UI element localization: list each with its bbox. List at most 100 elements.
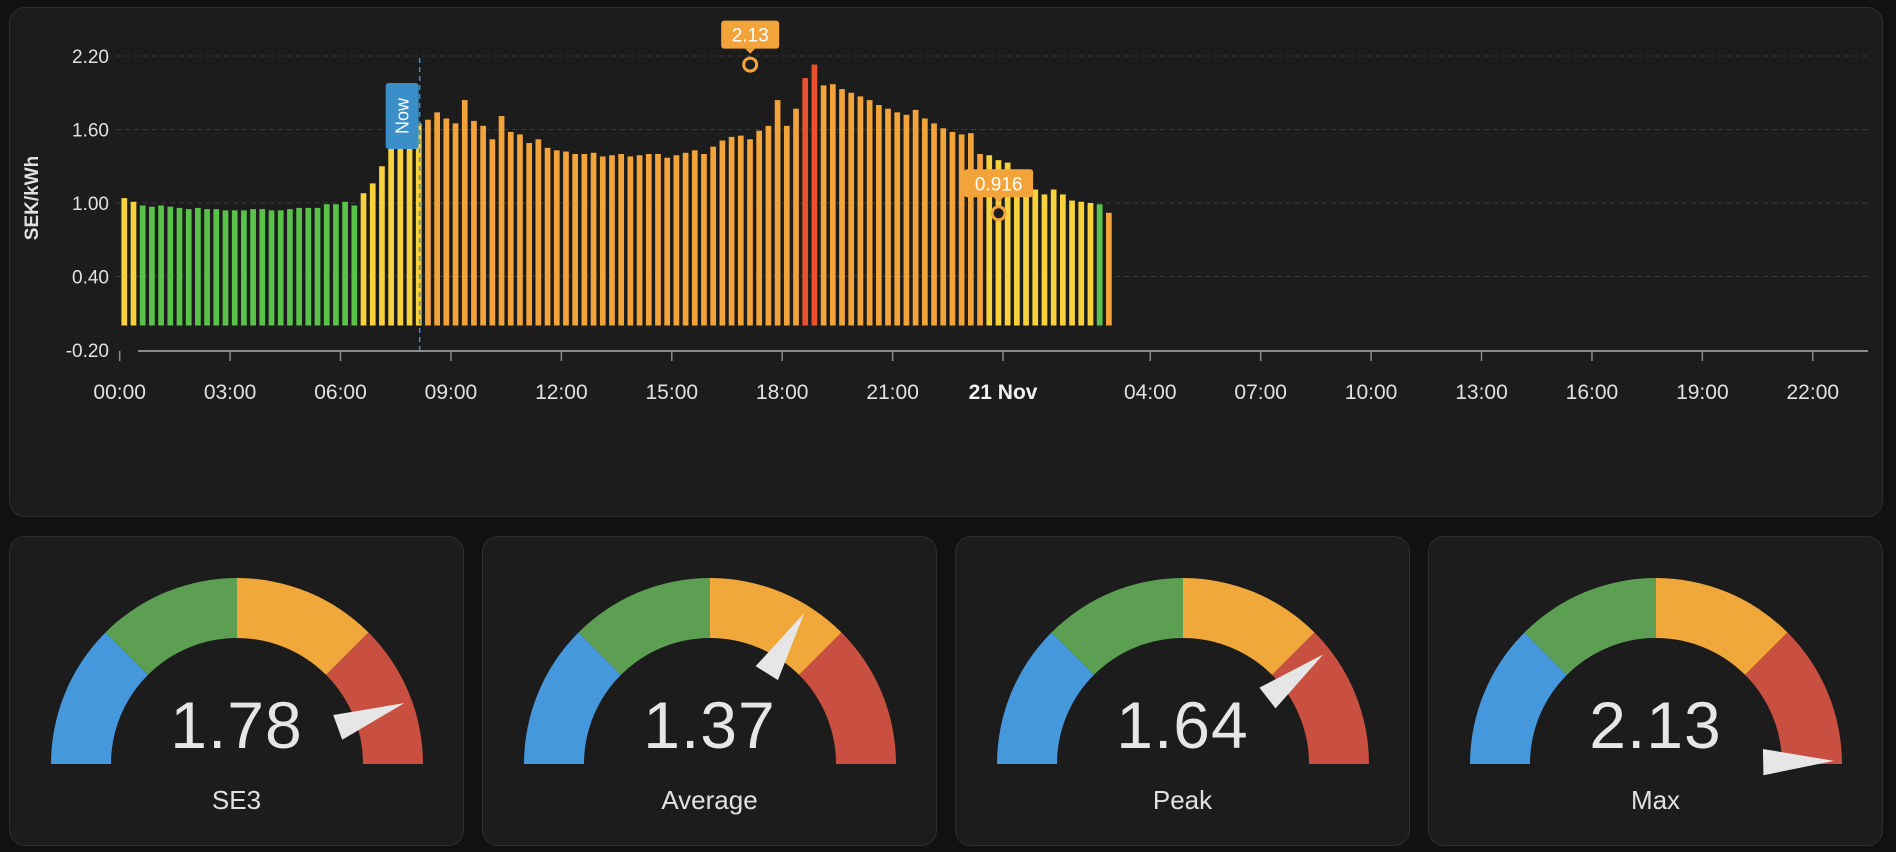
y-tick-label: -0.20 [66, 341, 109, 362]
bar [158, 205, 164, 326]
now-badge [385, 83, 419, 149]
bar [360, 193, 367, 326]
bar [471, 120, 477, 326]
bar [517, 134, 523, 326]
gauge-segment-orange [1656, 578, 1788, 675]
x-tick-label: 19:00 [1676, 381, 1729, 404]
bar [1004, 162, 1011, 326]
bar [645, 154, 652, 326]
gauge-segment-blue [51, 632, 148, 764]
gauge-segment-red [1745, 632, 1842, 764]
x-tick-label: 22:00 [1787, 381, 1840, 404]
bar [498, 116, 505, 326]
bar [461, 100, 468, 326]
bar [176, 207, 183, 326]
bar [204, 209, 210, 326]
gauge-dial [1470, 578, 1842, 776]
bar [452, 123, 459, 326]
bar [894, 112, 901, 326]
annotation-badge [721, 20, 780, 49]
bar [314, 207, 321, 326]
bar [783, 125, 790, 326]
y-axis-ticks: 2.20 1.60 1.00 0.40 -0.20 [66, 47, 109, 362]
bar [756, 130, 763, 326]
bar [737, 135, 744, 326]
bar [774, 100, 781, 326]
bar [921, 118, 928, 326]
gauge-value: 1.78 [170, 688, 303, 762]
bar [167, 206, 174, 326]
bar [691, 150, 698, 326]
gauge-card-average[interactable]: 1.37 Average [482, 536, 937, 846]
annotation-pointer [745, 48, 756, 54]
bar [1050, 189, 1057, 326]
bar [507, 131, 514, 326]
x-tick-label: 12:00 [535, 381, 588, 404]
bar [581, 154, 588, 326]
bar [829, 84, 836, 326]
bar [931, 123, 937, 326]
gauge-segment-green [1051, 578, 1183, 675]
bar [940, 128, 947, 326]
bar [139, 205, 146, 326]
gauge-segment-blue [524, 632, 621, 764]
bar [747, 139, 753, 326]
gauge-segment-green [578, 578, 710, 675]
gauge-card-max[interactable]: 2.13 Max [1428, 536, 1883, 846]
bar [434, 112, 440, 326]
x-tick-label: 00:00 [93, 381, 146, 404]
bar [406, 128, 413, 326]
bar [1032, 189, 1039, 326]
bar [949, 131, 956, 326]
bar [866, 100, 873, 326]
x-tick-label: 06:00 [314, 381, 367, 404]
gauge-segment-orange [1183, 578, 1315, 675]
gauge-segment-blue [1470, 632, 1567, 764]
bar [967, 133, 974, 326]
bar [287, 209, 293, 326]
bar [1106, 212, 1112, 326]
bar [213, 209, 220, 326]
gauge-card-se3[interactable]: 1.78 SE3 [9, 536, 464, 846]
bar [618, 154, 625, 326]
gauge-needle [1762, 748, 1834, 776]
bar [627, 156, 634, 326]
chart-bars [121, 64, 1112, 326]
bar [231, 210, 238, 326]
bar [802, 78, 809, 326]
bar [875, 105, 882, 326]
bar [526, 142, 533, 326]
bar [563, 151, 569, 326]
gauge-value: 2.13 [1589, 688, 1722, 762]
bar [185, 209, 192, 326]
bar [130, 201, 137, 326]
bar [425, 119, 431, 326]
gauge-segment-orange [237, 578, 369, 675]
bar [811, 64, 818, 326]
bar [369, 183, 376, 326]
bar [342, 201, 348, 326]
gauge-dial [997, 578, 1369, 764]
x-tick-label: 21 Nov [969, 381, 1038, 404]
bar [857, 96, 864, 326]
bar [1078, 201, 1085, 326]
annotation-point [990, 205, 1007, 222]
bar [379, 166, 385, 326]
gauge-dial [51, 578, 423, 764]
bar [241, 210, 247, 326]
gauge-segment-red [326, 632, 423, 764]
bar [296, 207, 302, 326]
bar [572, 154, 579, 326]
bar [535, 139, 542, 326]
gauge-label: Average [661, 785, 758, 815]
gauge-value: 1.37 [643, 688, 776, 762]
bar [222, 210, 229, 326]
gauge-needle [1259, 654, 1324, 709]
gauge-card-peak[interactable]: 1.64 Peak [955, 536, 1410, 846]
x-tick-label: 09:00 [425, 381, 478, 404]
bar [1013, 177, 1020, 326]
x-tick-label: 10:00 [1345, 381, 1398, 404]
bar [1096, 204, 1103, 326]
gauge-segment-red [1272, 632, 1369, 764]
bar [1041, 194, 1048, 326]
